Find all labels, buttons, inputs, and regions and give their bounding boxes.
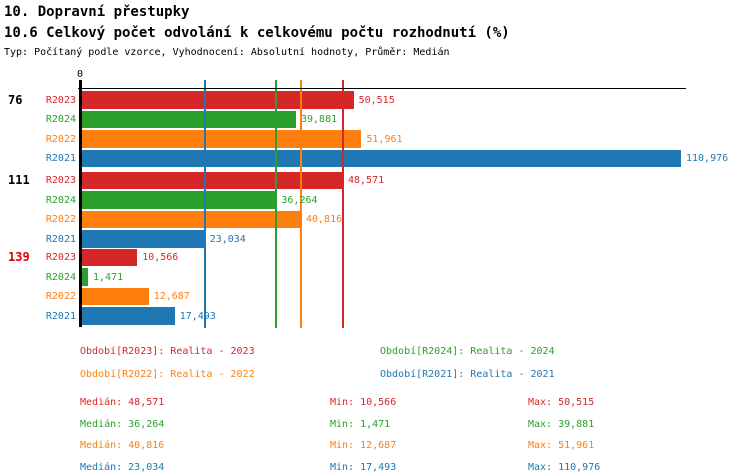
value-label-R2021-76: 110,976	[686, 153, 729, 164]
bar-R2021-111	[80, 230, 205, 248]
median-line-R2021	[203, 80, 206, 328]
value-label-R2022-139: 12,687	[153, 291, 190, 302]
value-label-R2021-111: 23,034	[209, 233, 246, 245]
stat-min: Min: 17,493	[330, 462, 397, 473]
stat-min: Min: 10,566	[330, 397, 397, 408]
stat-median: Medián: 48,571	[80, 397, 165, 408]
stat-max: Max: 39,881	[528, 419, 595, 430]
axis-zero-label: 0	[76, 69, 84, 80]
chart-subtitle: Typ: Počítaný podle vzorce, Vyhodnocení:…	[4, 47, 450, 58]
bar-R2022-76	[80, 130, 362, 148]
value-label-R2022-76: 51,961	[366, 133, 403, 145]
legend-item-r2024: Období[R2024]: Realita - 2024	[380, 346, 555, 357]
stat-min: Min: 1,471	[330, 419, 391, 430]
row-label-R2022: R2022	[45, 214, 76, 225]
value-label-R2022-111: 40,816	[306, 214, 343, 225]
stat-median: Medián: 40,816	[80, 440, 165, 451]
row-label-R2024: R2024	[45, 114, 76, 125]
value-label-R2023-76: 50,515	[358, 94, 395, 106]
legend-item-r2023: Období[R2023]: Realita - 2023	[80, 346, 255, 357]
row-label-R2022: R2022	[45, 291, 76, 302]
bar-R2021-76	[80, 149, 681, 167]
group-label-111: 111	[8, 173, 30, 187]
x-axis-line	[78, 88, 686, 89]
stats-row-r2022: Medián: 40,816 Min: 12,687 Max: 51,961	[0, 439, 750, 453]
stats-row-r2023: Medián: 48,571 Min: 10,566 Max: 50,515	[0, 396, 750, 410]
row-label-R2021: R2021	[45, 153, 76, 164]
bar-R2023-111	[80, 171, 343, 189]
value-label-R2023-139: 10,566	[142, 252, 179, 263]
value-label-R2024-76: 39,881	[301, 114, 338, 125]
row-label-R2021: R2021	[45, 310, 76, 322]
stats-row-r2021: Medián: 23,034 Min: 17,493 Max: 110,976	[0, 461, 750, 475]
stat-max: Max: 110,976	[528, 462, 601, 473]
stats-row-r2024: Medián: 36,264 Min: 1,471 Max: 39,881	[0, 418, 750, 432]
median-line-R2023	[342, 80, 344, 328]
row-label-R2024: R2024	[45, 271, 76, 283]
row-label-R2023: R2023	[45, 94, 76, 106]
row-label-R2021: R2021	[45, 233, 76, 245]
row-label-R2023: R2023	[45, 252, 76, 263]
value-label-R2024-139: 1,471	[93, 271, 124, 283]
median-line-R2022	[300, 80, 302, 328]
stat-max: Max: 50,515	[528, 397, 595, 408]
bar-R2024-111	[80, 191, 277, 209]
bar-R2023-76	[80, 91, 354, 109]
value-label-R2024-111: 36,264	[281, 194, 318, 206]
bar-R2024-76	[80, 110, 296, 128]
bar-R2021-139	[80, 307, 175, 325]
y-axis-line	[78, 80, 82, 327]
group-label-139: 139	[8, 250, 30, 264]
row-label-R2023: R2023	[45, 175, 76, 186]
bar-R2022-111	[80, 210, 301, 228]
row-label-R2024: R2024	[45, 194, 76, 206]
bar-R2024-139	[80, 268, 88, 286]
stat-median: Medián: 36,264	[80, 419, 165, 430]
chart-title: 10.6 Celkový počet odvolání k celkovému …	[4, 25, 510, 41]
report-title: 10. Dopravní přestupky	[4, 4, 190, 20]
bar-R2022-139	[80, 287, 149, 305]
group-label-76: 76	[8, 92, 23, 107]
value-label-R2021-139: 17,493	[179, 310, 216, 322]
row-label-R2022: R2022	[45, 133, 76, 145]
legend-item-r2021: Období[R2021]: Realita - 2021	[380, 369, 555, 380]
stat-median: Medián: 23,034	[80, 462, 165, 473]
stat-min: Min: 12,687	[330, 440, 397, 451]
median-line-R2024	[275, 80, 278, 328]
legend-item-r2022: Období[R2022]: Realita - 2022	[80, 369, 255, 380]
stat-max: Max: 51,961	[528, 440, 595, 451]
value-label-R2023-111: 48,571	[348, 175, 385, 186]
bar-R2023-139	[80, 248, 138, 266]
